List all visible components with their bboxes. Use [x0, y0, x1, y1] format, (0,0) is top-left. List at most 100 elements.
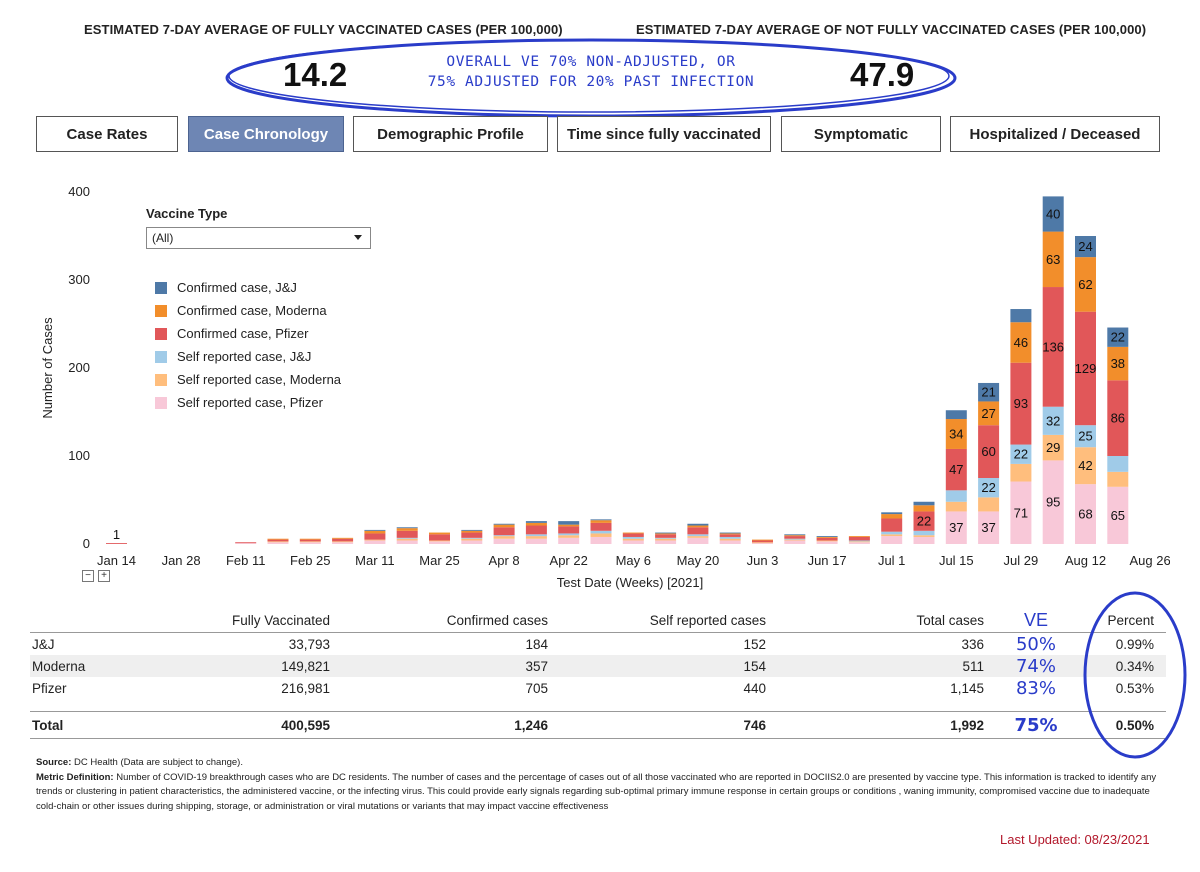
bar-segment-confirmed-case-jandj — [687, 523, 709, 526]
bar-data-label: 63 — [1046, 252, 1060, 267]
bar-segment-self-reported-case-moderna — [396, 538, 418, 541]
ve-annotation: Overall VE 70% non-adjusted, or 75% adju… — [223, 36, 959, 120]
bar-segment-self-reported-case-pfizer — [493, 538, 515, 544]
bar-segment-confirmed-case-pfizer — [429, 534, 450, 541]
bar-segment-self-reported-case-pfizer — [235, 543, 257, 544]
bar-segment-self-reported-case-moderna — [913, 535, 935, 537]
cell-self-reported: 154 — [560, 655, 778, 677]
bar-segment-self-reported-case-pfizer — [525, 538, 547, 544]
bar-segment-self-reported-case-moderna — [525, 536, 547, 539]
cell-self-reported: 152 — [743, 636, 766, 652]
chevron-down-icon — [354, 235, 362, 240]
bar-segment-self-reported-case-jandj — [622, 536, 644, 539]
bar-segment-confirmed-case-moderna — [622, 532, 644, 534]
bar-data-label: 22 — [917, 514, 931, 529]
fully-vaccinated-kpi-value: 14.2 — [283, 56, 348, 93]
bar-segment-self-reported-case-pfizer — [267, 542, 289, 544]
legend-swatch — [155, 396, 167, 409]
bar-segment-self-reported-case-moderna — [622, 538, 644, 541]
bar-segment-self-reported-case-pfizer — [364, 540, 386, 544]
bar-segment-self-reported-case-moderna — [752, 542, 773, 544]
bar-data-label: 86 — [1111, 411, 1125, 426]
bar-segment-confirmed-case-pfizer — [752, 540, 773, 543]
cell-fully-vaccinated: 400,595 — [192, 711, 342, 739]
y-axis-label: Number of Cases — [40, 317, 55, 419]
bar-segment-self-reported-case-jandj — [655, 537, 677, 539]
bar-segment-self-reported-case-pfizer — [1107, 486, 1129, 544]
bar-segment-self-reported-case-pfizer — [622, 540, 644, 544]
bar-segment-self-reported-case-moderna — [590, 533, 612, 537]
x-tick-label: Jan 28 — [162, 553, 201, 568]
bar-segment-confirmed-case-pfizer — [590, 522, 612, 531]
bar-segment-self-reported-case-pfizer — [558, 537, 580, 544]
bar-data-label: 29 — [1046, 440, 1060, 455]
bar-segment-confirmed-case-jandj — [1010, 309, 1032, 323]
annotation-line-1: Overall VE 70% non-adjusted, or — [446, 54, 736, 70]
tab-case-rates[interactable]: Case Rates — [36, 116, 178, 152]
bar-segment-confirmed-case-pfizer — [525, 525, 547, 535]
chart-legend: Confirmed case, J&J Confirmed case, Moder… — [155, 276, 341, 414]
bar-segment-confirmed-case-moderna — [881, 514, 903, 519]
y-tick-label: 400 — [68, 184, 90, 199]
bar-data-label: 93 — [1014, 396, 1028, 411]
bar-segment-self-reported-case-pfizer — [913, 536, 935, 544]
bar-segment-confirmed-case-moderna — [1010, 322, 1032, 363]
tab-hospitalized-deceased[interactable]: Hospitalized / Deceased — [950, 116, 1160, 152]
bar-segment-self-reported-case-pfizer — [784, 540, 806, 544]
cell-percent: 0.53% — [1115, 680, 1154, 696]
x-tick-label: Aug 26 — [1129, 553, 1170, 568]
vaccine-type-dropdown[interactable]: (All) — [146, 227, 371, 249]
bar-segment-confirmed-case-moderna — [332, 537, 354, 539]
legend-label: Self reported case, J&J — [177, 349, 312, 364]
bar-segment-confirmed-case-pfizer — [332, 538, 354, 542]
tab-time-since-fully-vaccinated[interactable]: Time since fully vaccinated — [557, 116, 771, 152]
bar-segment-self-reported-case-jandj — [493, 535, 515, 537]
legend-swatch — [155, 350, 167, 363]
cell-fully-vaccinated: 149,821 — [192, 655, 342, 677]
bar-segment-confirmed-case-moderna — [299, 538, 321, 540]
tab-symptomatic[interactable]: Symptomatic — [781, 116, 941, 152]
legend-swatch — [155, 281, 167, 294]
bar-segment-confirmed-case-moderna — [848, 536, 870, 537]
table-row: J&J 33,793 184 152 336 50% 0.99% — [30, 633, 1166, 656]
header-fully-vaccinated: Fully Vaccinated — [192, 608, 342, 633]
table-row: Pfizer 216,981 705 440 1,145 83% 0.53% — [30, 677, 1166, 699]
y-tick-label: 100 — [68, 448, 90, 463]
bar-segment-confirmed-case-moderna — [396, 528, 418, 531]
bar-data-label: 37 — [981, 520, 995, 535]
bar-segment-self-reported-case-jandj — [945, 490, 967, 502]
percent-column-ellipse — [1083, 591, 1187, 759]
bar-data-label: 37 — [949, 520, 963, 535]
bar-segment-self-reported-case-pfizer — [752, 543, 773, 544]
x-tick-label: Jul 15 — [939, 553, 974, 568]
collapse-icon[interactable]: − — [82, 570, 94, 582]
bar-segment-confirmed-case-moderna — [687, 525, 709, 528]
not-fully-vaccinated-kpi-title: ESTIMATED 7-DAY AVERAGE OF NOT FULLY VAC… — [636, 22, 1147, 37]
y-tick-label: 0 — [83, 536, 90, 551]
bar-segment-self-reported-case-pfizer — [945, 511, 967, 544]
bar-segment-confirmed-case-pfizer — [299, 539, 321, 542]
bar-segment-confirmed-case-pfizer — [784, 536, 806, 539]
bar-segment-self-reported-case-pfizer — [332, 542, 354, 544]
cell-self-reported: 746 — [560, 711, 778, 739]
bar-segment-self-reported-case-pfizer — [687, 537, 709, 544]
header-confirmed-cases: Confirmed cases — [342, 608, 560, 633]
bar-segment-confirmed-case-pfizer — [558, 526, 580, 534]
bar-segment-self-reported-case-pfizer — [881, 536, 903, 544]
bar-segment-confirmed-case-pfizer — [493, 527, 515, 536]
tab-case-chronology[interactable]: Case Chronology — [188, 116, 344, 152]
header-ve: VE — [996, 608, 1088, 633]
expand-icon[interactable]: + — [98, 570, 110, 582]
bar-segment-self-reported-case-moderna — [784, 539, 806, 541]
header-self-reported-cases: Self reported cases — [560, 608, 778, 633]
footer-notes: Source: DC Health (Data are subject to c… — [36, 756, 1166, 814]
bar-segment-confirmed-case-moderna — [816, 536, 838, 538]
metric-text: Number of COVID-19 breakthrough cases wh… — [36, 771, 1157, 812]
tab-demographic-profile[interactable]: Demographic Profile — [353, 116, 548, 152]
x-tick-label: Jun 3 — [747, 553, 779, 568]
bar-segment-confirmed-case-pfizer — [267, 539, 289, 542]
legend-swatch — [155, 373, 167, 386]
x-tick-label: Jan 14 — [97, 553, 136, 568]
bar-segment-confirmed-case-pfizer — [396, 530, 418, 538]
cell-confirmed: 184 — [525, 636, 548, 652]
